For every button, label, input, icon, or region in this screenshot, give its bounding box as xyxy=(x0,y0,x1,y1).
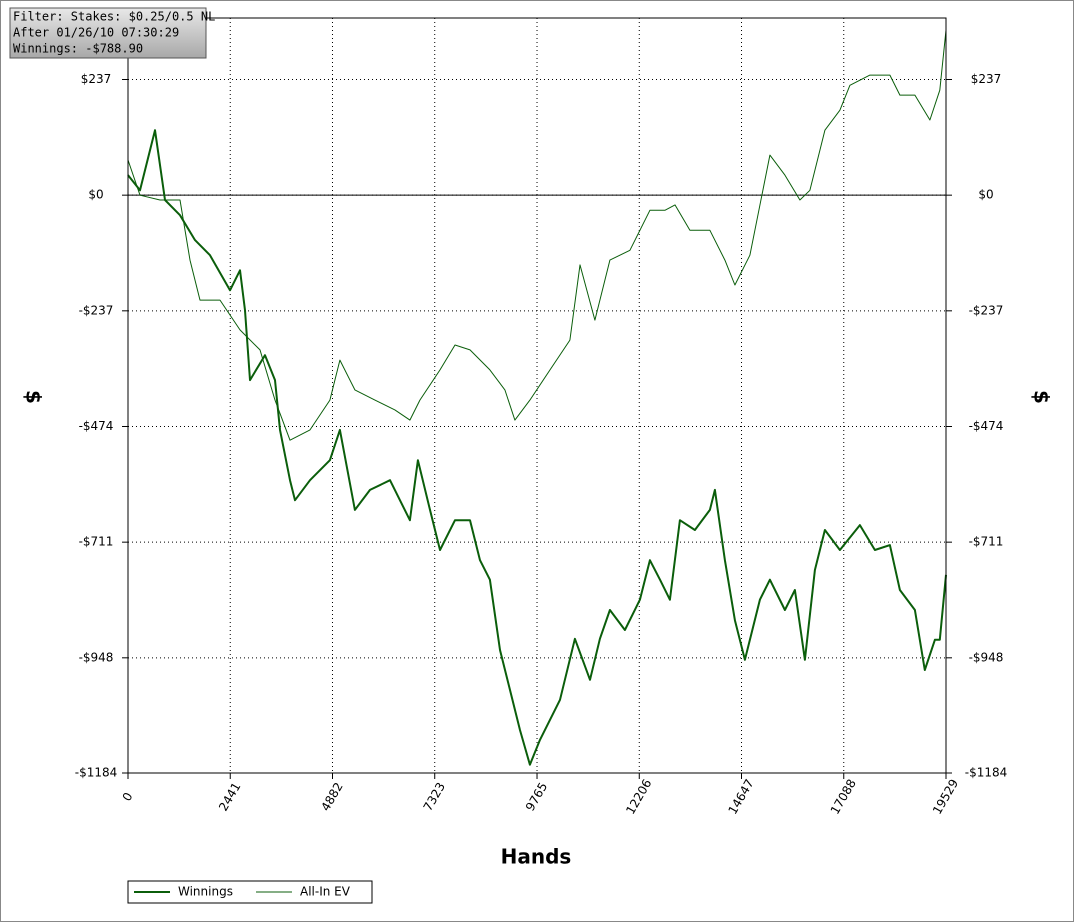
y2-tick-label: -$711 xyxy=(969,535,1004,549)
y2-tick-label: -$1184 xyxy=(965,766,1008,780)
y-tick-label: -$1184 xyxy=(75,766,118,780)
info-line: Filter: Stakes: $0.25/0.5 NL xyxy=(13,10,215,24)
y2-tick-label: -$474 xyxy=(969,419,1004,433)
y-tick-label: $237 xyxy=(81,72,112,86)
info-box xyxy=(9,7,207,59)
y2-tick-label: -$237 xyxy=(969,303,1004,317)
y-tick-label: -$948 xyxy=(79,650,114,664)
y-tick-label: -$237 xyxy=(79,303,114,317)
y2-tick-label: -$948 xyxy=(969,650,1004,664)
info-line: After 01/26/10 07:30:29 xyxy=(13,26,179,40)
legend-label: All-In EV xyxy=(300,885,351,899)
y-axis-label: $ xyxy=(22,390,46,404)
x-axis-label: Hands xyxy=(501,845,572,869)
y-tick-label: -$711 xyxy=(79,535,114,549)
info-line: Winnings: -$788.90 xyxy=(13,42,143,56)
y-tick-label: $0 xyxy=(88,188,103,202)
legend-label: Winnings xyxy=(178,885,233,899)
y2-tick-label: $0 xyxy=(978,188,993,202)
y2-axis-label: $ xyxy=(1030,390,1054,404)
y2-tick-label: $237 xyxy=(971,72,1002,86)
series-line xyxy=(127,129,947,766)
legend xyxy=(127,880,373,904)
y-tick-label: -$474 xyxy=(79,419,114,433)
series-line xyxy=(127,30,947,441)
